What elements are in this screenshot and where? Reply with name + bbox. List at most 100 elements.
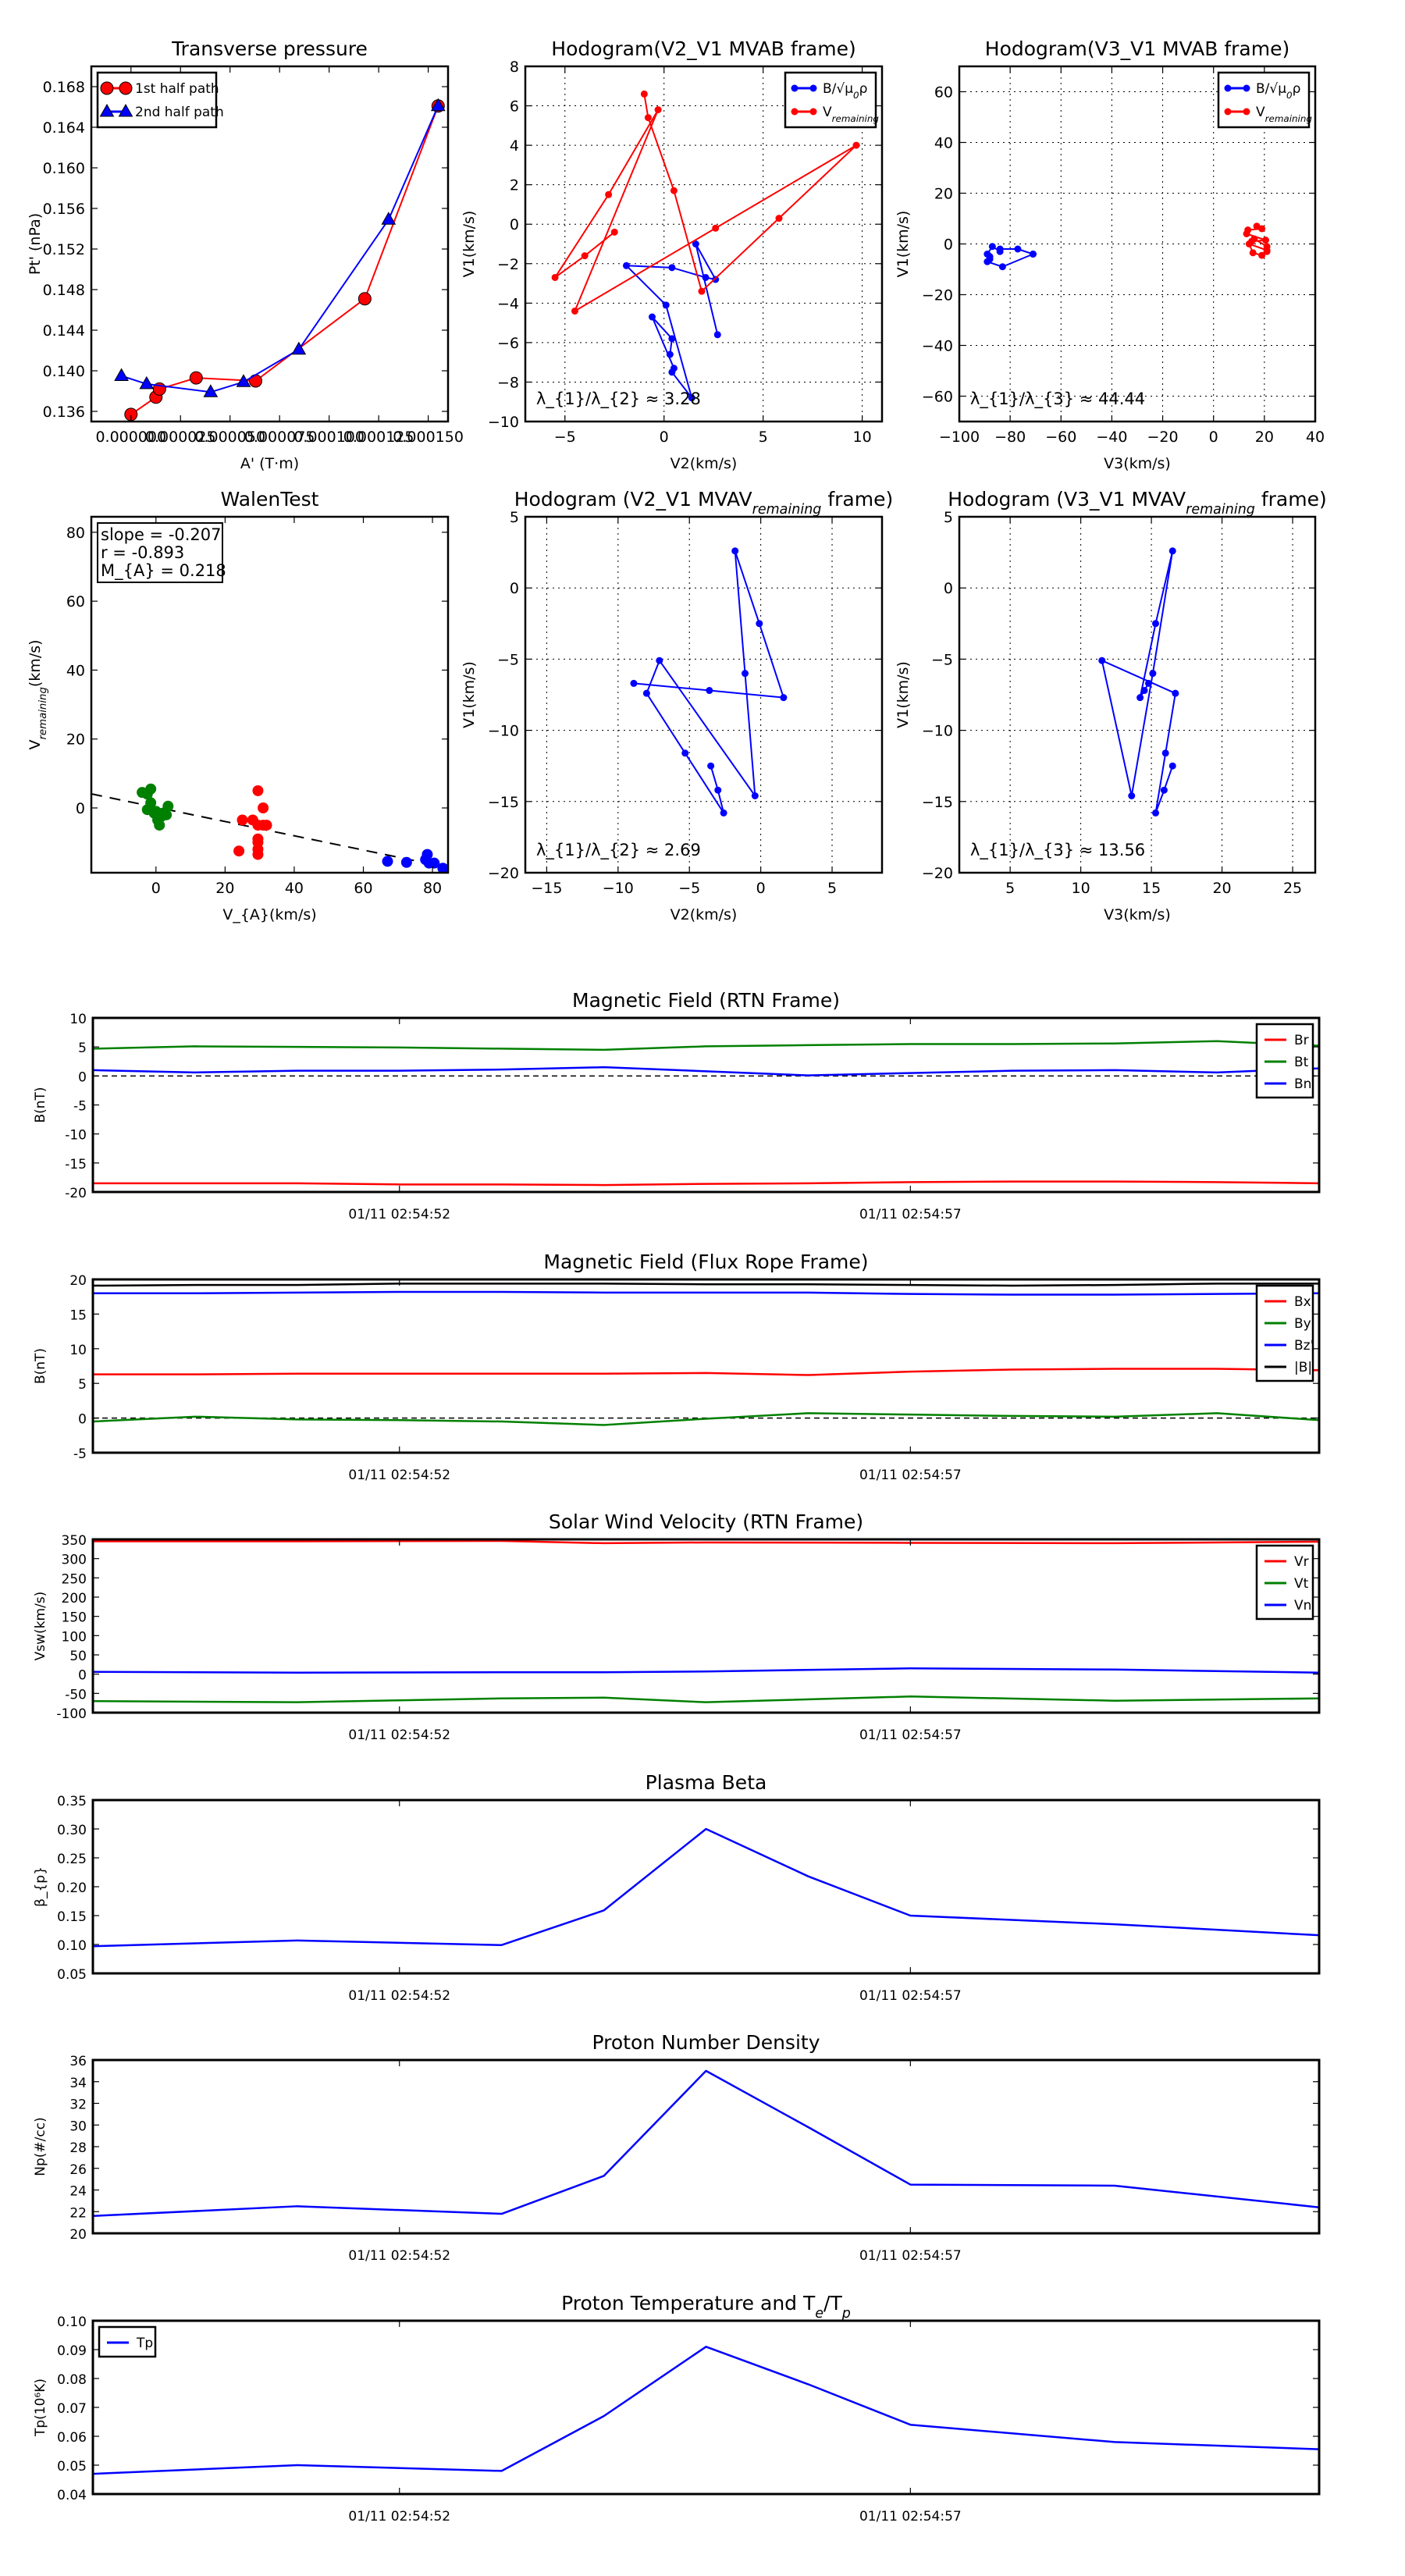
chart-title: Solar Wind Velocity (RTN Frame) xyxy=(549,1510,863,1533)
chart-panel: Hodogram(V2_V1 MVAB frame) −5 0 5 10 −10 −8 −6 −… xyxy=(461,37,884,472)
data-point xyxy=(756,620,763,628)
y-tick-label: -20 xyxy=(65,1186,87,1201)
legend-label: 2nd half path xyxy=(135,105,224,120)
data-point xyxy=(714,786,722,794)
x-tick-label: 20 xyxy=(1212,880,1231,897)
plot-area xyxy=(984,222,1271,271)
y-tick-label: −5 xyxy=(497,651,519,668)
x-tick-label: −10 xyxy=(603,880,634,897)
data-point xyxy=(1224,84,1232,92)
data-point xyxy=(640,90,648,98)
y-tick-label: 150 xyxy=(62,1610,87,1626)
y-axis-label: B(nT) xyxy=(33,1087,48,1123)
series-line xyxy=(1101,550,1176,814)
x-tick-label: 0.000100 xyxy=(293,429,365,446)
chart-title: Hodogram(V3_V1 MVAB frame) xyxy=(985,37,1289,60)
data-point xyxy=(662,301,670,309)
y-tick-label: 250 xyxy=(62,1571,87,1587)
legend-label: Bz' xyxy=(1294,1338,1314,1354)
y-tick-label: 28 xyxy=(69,2140,87,2156)
y-tick-label: 10 xyxy=(69,1343,87,1358)
y-tick-label: 40 xyxy=(66,662,85,679)
x-tick-label: 40 xyxy=(285,880,304,897)
legend-label: B/√μ0ρ xyxy=(823,81,867,101)
y-tick-label: -10 xyxy=(65,1128,87,1144)
x-tick-label: 5 xyxy=(827,880,837,897)
legend: Bx' By' Bz' |B| xyxy=(1255,1284,1314,1382)
axes-frame xyxy=(91,1016,1321,1194)
y-tick-label: −8 xyxy=(497,374,519,391)
eigenvalue-ratio: λ_{1}/λ_{3} ≈ 13.56 xyxy=(970,841,1145,860)
y-tick-label: 20 xyxy=(69,1273,87,1289)
data-point xyxy=(1136,694,1144,702)
legend-label: Vremaining xyxy=(1256,105,1312,124)
x-tick-label: 01/11 02:54:57 xyxy=(859,2509,962,2524)
data-point xyxy=(1261,237,1269,244)
y-tick-label: −60 xyxy=(922,389,953,406)
x-tick-label: −60 xyxy=(1045,429,1076,446)
x-axis-label: V2(km/s) xyxy=(670,906,738,923)
data-point xyxy=(237,814,248,826)
series-line xyxy=(93,1283,1319,1287)
y-tick-label: 300 xyxy=(62,1553,87,1568)
series-line xyxy=(93,1667,1319,1674)
x-tick-label: 0 xyxy=(151,880,161,897)
x-axis-label: V3(km/s) xyxy=(1104,906,1171,923)
y-tick-label: -5 xyxy=(73,1099,87,1115)
data-point xyxy=(670,187,678,194)
legend-label: Tp xyxy=(136,2336,153,2351)
y-tick-label: 5 xyxy=(78,1041,87,1056)
series-br xyxy=(93,1180,1319,1187)
x-tick-label: 15 xyxy=(1142,880,1161,897)
legend-label: Vn xyxy=(1294,1598,1311,1614)
y-tick-label: 34 xyxy=(69,2076,87,2091)
x-tick-label: 20 xyxy=(215,880,234,897)
series-line xyxy=(93,1180,1319,1187)
series-tp xyxy=(93,2346,1319,2475)
y-axis-label: Vremaining(km/s) xyxy=(27,639,49,749)
data-point xyxy=(1243,108,1250,116)
data-point xyxy=(258,802,269,814)
series--b- xyxy=(93,1283,1319,1287)
stats-text: slope = -0.207 xyxy=(101,525,222,544)
data-point xyxy=(666,350,674,358)
series-b xyxy=(630,547,788,817)
y-tick-label: 0 xyxy=(510,580,519,597)
x-tick-label: −5 xyxy=(554,429,576,446)
legend-label: Br xyxy=(1294,1033,1309,1048)
legend-item: B/√μ0ρ xyxy=(791,81,867,101)
y-tick-label: 0 xyxy=(78,1069,87,1085)
y-tick-label: 0.06 xyxy=(57,2430,87,2446)
y-tick-label: 0.04 xyxy=(57,2488,87,2503)
eigenvalue-ratio: λ_{1}/λ_{2} ≈ 3.28 xyxy=(536,390,701,409)
y-axis-label: V1(km/s) xyxy=(895,211,912,278)
x-tick-label: 0.000025 xyxy=(145,429,216,446)
x-tick-label: −20 xyxy=(1147,429,1179,446)
y-tick-label: −40 xyxy=(922,338,953,355)
y-tick-label: 5 xyxy=(944,509,953,526)
legend-item: |B| xyxy=(1264,1360,1312,1375)
y-tick-label: −5 xyxy=(931,651,953,668)
series-bt xyxy=(93,1040,1319,1051)
y-tick-label: -50 xyxy=(65,1687,87,1703)
series-2nd-half-path xyxy=(114,98,446,397)
y-tick-label: 0.10 xyxy=(57,1938,87,1954)
data-point xyxy=(670,365,678,372)
data-point xyxy=(706,687,713,695)
y-tick-label: 0.148 xyxy=(43,282,85,299)
data-point xyxy=(119,81,133,95)
data-point xyxy=(100,81,114,95)
legend: 1st half path 2nd half path xyxy=(96,71,224,129)
series-b xyxy=(1098,547,1179,817)
plot-area xyxy=(93,1827,1319,1948)
stats-box xyxy=(97,522,223,583)
stats-text: M_{A} = 0.218 xyxy=(101,561,226,581)
plot-area xyxy=(91,783,448,873)
data-point xyxy=(429,857,440,869)
legend-label: Vremaining xyxy=(823,105,879,124)
data-point xyxy=(702,273,710,281)
chart-title: WalenTest xyxy=(221,488,319,511)
series-line xyxy=(93,1412,1319,1426)
y-tick-label: 0 xyxy=(78,1668,87,1684)
legend-item: By' xyxy=(1264,1316,1314,1332)
